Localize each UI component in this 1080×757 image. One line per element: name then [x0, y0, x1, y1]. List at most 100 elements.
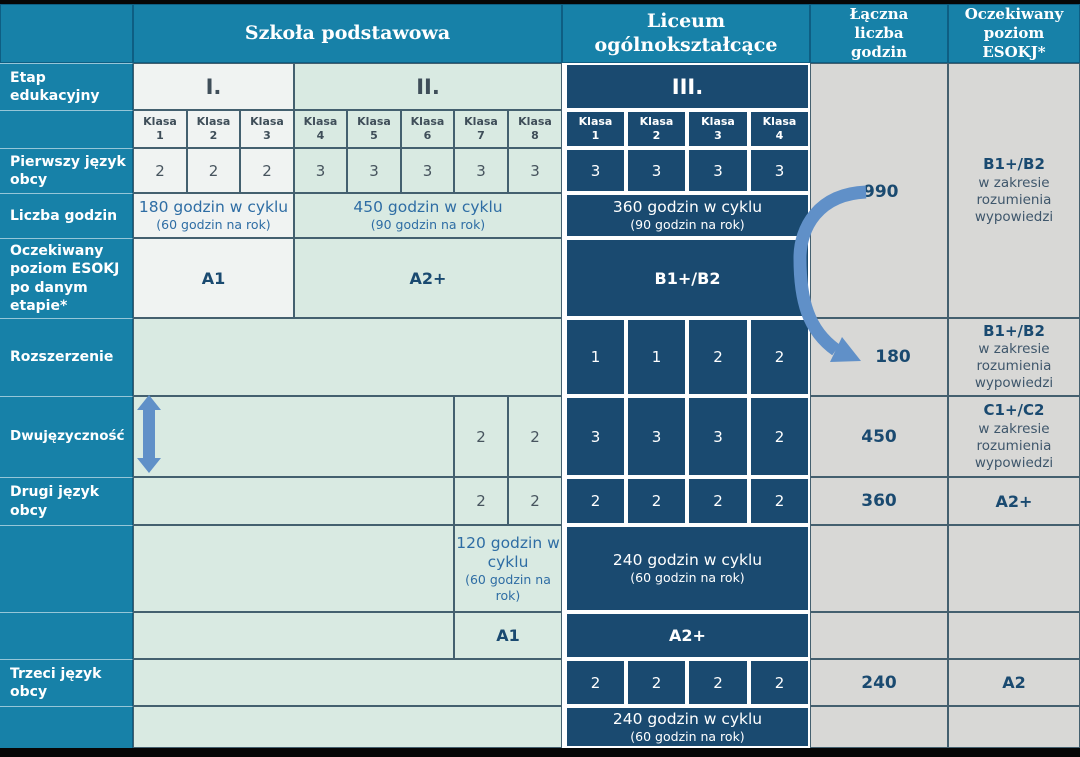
first-lang-p2: 2 [187, 148, 240, 193]
cycle-stage1-cell: 180 godzin w cyklu (60 godzin na rok) [133, 193, 294, 238]
row-label-third-cycle [0, 706, 133, 748]
class-header-l3: Klasa 3 [687, 110, 749, 148]
second-lang-l1: 2 [565, 477, 626, 525]
class-header-p6: Klasa 6 [401, 110, 454, 148]
third-lang-l2: 2 [626, 659, 687, 706]
class-header-p7: Klasa 7 [454, 110, 508, 148]
row-label-second-cycle [0, 525, 133, 612]
second-cycle-secondary-cell: 240 godzin w cyklu (60 godzin na rok) [565, 525, 810, 612]
cefr-title: B1+/B2 [983, 155, 1045, 174]
second-level-expected-empty [948, 612, 1080, 659]
first-lang-p1: 2 [133, 148, 187, 193]
first-lang-p8: 3 [508, 148, 562, 193]
expected-level-first-language-cell: B1+/B2 w zakresie rozumienia wypowiedzi [948, 63, 1080, 318]
first-lang-l4: 3 [749, 148, 810, 193]
second-lang-total-cell: 360 [810, 477, 948, 525]
first-lang-l2: 3 [626, 148, 687, 193]
row-label-class-header [0, 110, 133, 148]
second-lang-l2: 2 [626, 477, 687, 525]
bilingual-l1: 3 [565, 396, 626, 477]
first-lang-l1: 3 [565, 148, 626, 193]
row-label-third-language: Trzeci język obcy [0, 659, 133, 706]
first-lang-p7: 3 [454, 148, 508, 193]
cycle-stage3-cell: 360 godzin w cyklu (90 godzin na rok) [565, 193, 810, 238]
second-level-78-cell: A1 [454, 612, 562, 659]
stage-1-cell: I. [133, 63, 294, 110]
second-level-primary-empty [133, 612, 454, 659]
second-lang-primary-empty [133, 477, 454, 525]
class-header-p1: Klasa 1 [133, 110, 187, 148]
third-lang-l3: 2 [687, 659, 749, 706]
row-label-second-level [0, 612, 133, 659]
class-header-l1: Klasa 1 [565, 110, 626, 148]
second-lang-l3: 2 [687, 477, 749, 525]
bilingual-p8: 2 [508, 396, 562, 477]
expected-level-second-lang-cell: A2+ [948, 477, 1080, 525]
cycle-stage2-cell: 450 godzin w cyklu (90 godzin na rok) [294, 193, 562, 238]
third-cycle-secondary-cell: 240 godzin w cyklu (60 godzin na rok) [565, 706, 810, 748]
row-label-bilingualism: Dwujęzyczność [0, 396, 133, 477]
class-header-l4: Klasa 4 [749, 110, 810, 148]
row-label-stage: Etap edukacyjny [0, 63, 133, 110]
third-cycle-total-empty [810, 706, 948, 748]
corner-header-cell [0, 4, 133, 63]
second-lang-p7: 2 [454, 477, 508, 525]
extension-l2: 1 [626, 318, 687, 396]
class-header-p8: Klasa 8 [508, 110, 562, 148]
second-cycle-78-cell: 120 godzin w cyklu (60 godzin na rok) [454, 525, 562, 612]
bottom-letterbox-bar [0, 748, 1080, 757]
extension-l4: 2 [749, 318, 810, 396]
expected-level-header: Oczekiwany poziom ESOKJ* [948, 4, 1080, 63]
expected-level-bilingual-cell: C1+/C2 w zakresie rozumienia wypowiedzi [948, 396, 1080, 477]
row-label-expected-after-stage: Oczekiwany poziom ESOKJ po danym etapie* [0, 238, 133, 318]
secondary-school-header: Liceum ogólnokształcące [562, 4, 810, 63]
bilingual-primary-empty [133, 396, 454, 477]
row-label-extension: Rozszerzenie [0, 318, 133, 396]
class-header-l2: Klasa 2 [626, 110, 687, 148]
third-cycle-expected-empty [948, 706, 1080, 748]
first-lang-p3: 2 [240, 148, 294, 193]
third-lang-primary-empty [133, 659, 562, 706]
primary-school-header: Szkoła podstawowa [133, 4, 562, 63]
first-lang-p6: 3 [401, 148, 454, 193]
third-lang-total-cell: 240 [810, 659, 948, 706]
total-hours-header: Łączna liczba godzin [810, 4, 948, 63]
bilingual-l3: 3 [687, 396, 749, 477]
third-lang-l1: 2 [565, 659, 626, 706]
second-cycle-primary-empty [133, 525, 454, 612]
bilingual-l2: 3 [626, 396, 687, 477]
second-lang-p8: 2 [508, 477, 562, 525]
language-hours-table: Szkoła podstawowa Liceum ogólnokształcąc… [0, 4, 1080, 748]
class-header-p2: Klasa 2 [187, 110, 240, 148]
level-stage3-cell: B1+/B2 [565, 238, 810, 318]
top-letterbox-bar [0, 0, 1080, 4]
class-header-p4: Klasa 4 [294, 110, 347, 148]
extension-total-cell: 180 [810, 318, 948, 396]
class-header-p3: Klasa 3 [240, 110, 294, 148]
row-label-first-language: Pierwszy język obcy [0, 148, 133, 193]
first-lang-l3: 3 [687, 148, 749, 193]
bilingual-p7: 2 [454, 396, 508, 477]
stage-3-cell: III. [565, 63, 810, 110]
bilingual-l4: 2 [749, 396, 810, 477]
first-lang-p4: 3 [294, 148, 347, 193]
second-lang-l4: 2 [749, 477, 810, 525]
bilingual-total-cell: 450 [810, 396, 948, 477]
extension-l3: 2 [687, 318, 749, 396]
extension-primary-empty [133, 318, 562, 396]
second-level-total-empty [810, 612, 948, 659]
total-hours-merged-cell: 990 [810, 63, 948, 318]
third-cycle-primary-empty [133, 706, 562, 748]
level-stage2-cell: A2+ [294, 238, 562, 318]
class-header-p5: Klasa 5 [347, 110, 401, 148]
expected-level-third-lang-cell: A2 [948, 659, 1080, 706]
row-label-second-language: Drugi język obcy [0, 477, 133, 525]
cefr-body: w zakresie rozumienia wypowiedzi [974, 174, 1054, 225]
extension-l1: 1 [565, 318, 626, 396]
second-cycle-expected-empty [948, 525, 1080, 612]
third-lang-l4: 2 [749, 659, 810, 706]
row-label-hours-count: Liczba godzin [0, 193, 133, 238]
second-cycle-total-empty [810, 525, 948, 612]
stage-2-cell: II. [294, 63, 562, 110]
second-level-secondary-cell: A2+ [565, 612, 810, 659]
